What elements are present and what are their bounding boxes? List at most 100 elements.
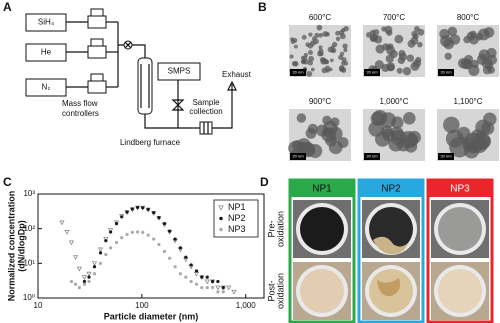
data-point (59, 220, 65, 226)
data-point (157, 242, 161, 247)
data-point (157, 215, 161, 220)
panel-label: A (3, 0, 12, 14)
particle (449, 34, 461, 45)
particle (380, 112, 397, 128)
data-point (162, 222, 167, 226)
data-point (215, 285, 221, 291)
y-tick-label: 10³ (23, 189, 35, 198)
particle (290, 39, 296, 44)
sample (438, 207, 482, 251)
mass-flow-controller (87, 45, 107, 59)
mass-flow-controller (90, 8, 104, 17)
data-point (120, 236, 124, 240)
sample-patch (377, 278, 400, 297)
data-point (211, 279, 215, 284)
sample (300, 207, 344, 251)
particle (341, 67, 347, 73)
data-point (141, 230, 145, 235)
scale-bar-bg (438, 153, 454, 160)
particle (413, 25, 420, 32)
particle (447, 26, 458, 37)
plot-frame (37, 193, 265, 299)
panel-label: B (258, 0, 267, 14)
particle (384, 25, 393, 34)
particle (343, 25, 349, 32)
mass-flow-controller (90, 38, 104, 47)
data-point (152, 237, 156, 241)
particle (463, 54, 474, 64)
data-point (98, 251, 103, 255)
particle (387, 63, 395, 72)
data-point (120, 215, 124, 219)
particle (373, 35, 383, 44)
legend-marker (219, 216, 223, 221)
particle (303, 52, 309, 58)
temperature-label: 800°C (457, 13, 480, 22)
data-point (73, 282, 78, 286)
mass-flow-controller (87, 80, 107, 94)
data-point (162, 249, 167, 254)
data-point (130, 230, 134, 235)
particle (338, 54, 344, 60)
data-point (87, 279, 91, 284)
scale-bar-bg (290, 69, 306, 76)
pipe (144, 114, 200, 129)
pipe (212, 84, 233, 129)
data-point (104, 252, 108, 257)
particle (324, 65, 331, 72)
particle (468, 64, 480, 76)
data-point (68, 240, 75, 246)
x-tick-label: 1,000 (236, 301, 257, 310)
particle (289, 54, 294, 59)
column-header-label: NP3 (450, 184, 470, 195)
particle (403, 111, 416, 125)
particle (396, 67, 403, 74)
particle (293, 61, 299, 67)
data-point (82, 282, 87, 286)
data-point (200, 275, 204, 279)
data-point (216, 279, 220, 284)
data-point (69, 279, 74, 284)
particle (308, 32, 313, 37)
data-point (125, 210, 129, 214)
scale-bar-bg (438, 69, 454, 76)
particle (343, 61, 349, 66)
particle (335, 36, 341, 42)
data-point (216, 290, 220, 294)
particle (328, 126, 343, 141)
data-point (168, 229, 172, 233)
particle (475, 32, 484, 41)
particle (481, 121, 495, 135)
particle (330, 49, 334, 53)
row-label: Post- (266, 280, 276, 301)
particle (387, 43, 394, 50)
particle (412, 33, 419, 40)
y-axis-label: Normalized concentration (6, 191, 16, 302)
gas-label: SiH₄ (38, 18, 54, 27)
scale-bar-label: 20 nm (440, 70, 452, 75)
data-point (103, 237, 109, 242)
data-point (130, 207, 134, 211)
column-header (428, 180, 492, 197)
particle (339, 33, 346, 40)
data-point (189, 263, 193, 267)
data-point (141, 206, 145, 210)
particle (417, 41, 423, 48)
particle (307, 49, 313, 56)
particle (302, 56, 308, 61)
particle (381, 63, 390, 72)
data-point (152, 211, 156, 215)
scale-bar-label: 20 nm (366, 154, 378, 159)
row-label: oxidation (275, 273, 285, 309)
y-tick-label: 10¹ (23, 258, 35, 267)
particle (444, 52, 452, 60)
particle (463, 35, 471, 44)
particle (402, 67, 412, 76)
legend-label: NP3 (228, 224, 246, 234)
scale-bar-bg (364, 69, 380, 76)
scale-bar-label: 20 nm (292, 154, 304, 159)
particle (415, 56, 422, 63)
column-header (359, 180, 423, 197)
particle (293, 44, 298, 49)
